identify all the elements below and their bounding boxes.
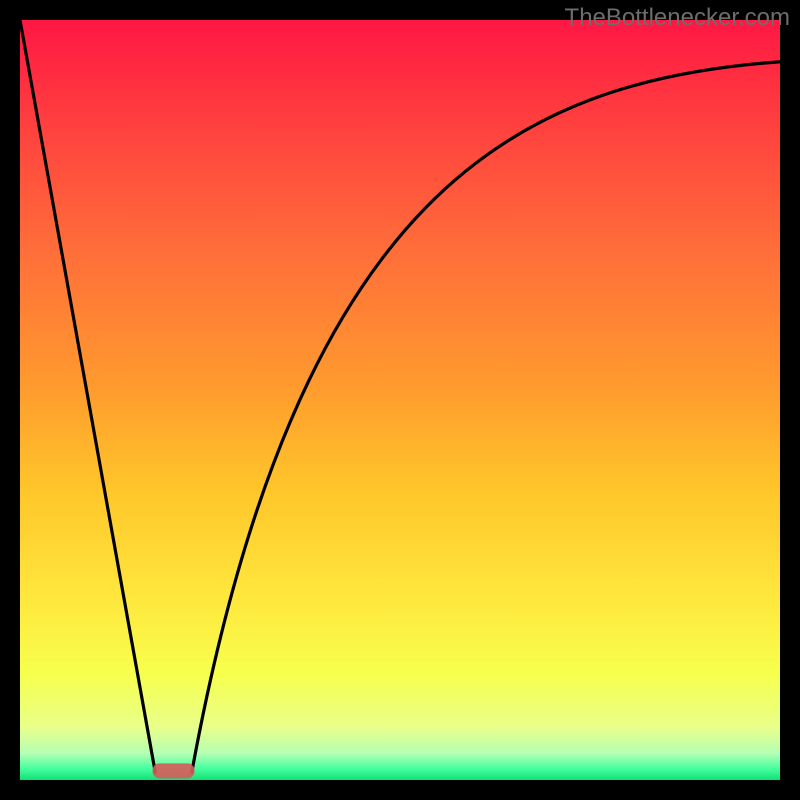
plot-background — [20, 20, 780, 780]
chart-canvas — [0, 0, 800, 800]
trough-marker — [153, 763, 195, 778]
bottleneck-chart: TheBottlenecker.com — [0, 0, 800, 800]
